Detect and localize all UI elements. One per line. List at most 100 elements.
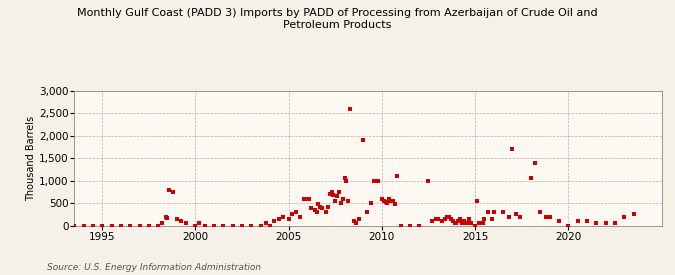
Point: [386, 199, 397, 203]
Point: [458, 219, 469, 223]
Point: [477, 221, 488, 226]
Point: [610, 221, 620, 226]
Point: [389, 202, 400, 206]
Point: [414, 223, 425, 228]
Point: [153, 223, 163, 228]
Point: [302, 197, 313, 202]
Point: [246, 223, 256, 228]
Point: [88, 223, 99, 228]
Point: [218, 223, 229, 228]
Point: [274, 217, 285, 221]
Text: Source: U.S. Energy Information Administration: Source: U.S. Energy Information Administ…: [47, 263, 261, 272]
Point: [287, 212, 298, 216]
Point: [306, 205, 317, 210]
Point: [194, 221, 205, 226]
Point: [362, 210, 373, 214]
Point: [449, 221, 460, 226]
Point: [358, 138, 369, 142]
Point: [460, 221, 471, 226]
Point: [190, 223, 201, 228]
Point: [448, 219, 458, 223]
Point: [134, 223, 145, 228]
Point: [427, 219, 437, 223]
Point: [470, 223, 481, 228]
Point: [451, 221, 462, 226]
Point: [433, 217, 443, 221]
Text: Monthly Gulf Coast (PADD 3) Imports by PADD of Processing from Azerbaijan of Cru: Monthly Gulf Coast (PADD 3) Imports by P…: [77, 8, 598, 30]
Point: [69, 223, 80, 228]
Point: [181, 221, 192, 226]
Point: [209, 223, 219, 228]
Point: [514, 214, 525, 219]
Point: [365, 201, 376, 205]
Point: [343, 199, 354, 203]
Point: [529, 160, 540, 165]
Point: [78, 223, 89, 228]
Point: [380, 200, 391, 204]
Point: [313, 202, 324, 206]
Point: [504, 214, 514, 219]
Point: [455, 217, 466, 221]
Point: [526, 176, 537, 181]
Point: [541, 214, 551, 219]
Point: [335, 201, 346, 205]
Point: [199, 223, 210, 228]
Point: [544, 214, 555, 219]
Point: [354, 217, 365, 221]
Point: [143, 223, 154, 228]
Point: [436, 219, 447, 223]
Point: [384, 197, 395, 202]
Point: [326, 190, 337, 194]
Point: [369, 178, 380, 183]
Point: [507, 147, 518, 151]
Point: [628, 212, 639, 216]
Point: [304, 196, 315, 201]
Point: [311, 210, 322, 214]
Y-axis label: Thousand Barrels: Thousand Barrels: [26, 116, 36, 201]
Point: [237, 223, 248, 228]
Point: [563, 223, 574, 228]
Point: [488, 210, 499, 214]
Point: [298, 197, 309, 202]
Point: [160, 214, 171, 219]
Point: [464, 217, 475, 221]
Point: [309, 208, 320, 212]
Point: [317, 206, 327, 211]
Point: [338, 196, 348, 201]
Point: [423, 178, 434, 183]
Point: [97, 223, 107, 228]
Point: [162, 216, 173, 220]
Point: [600, 221, 611, 226]
Point: [404, 223, 415, 228]
Point: [339, 176, 350, 181]
Point: [440, 217, 451, 221]
Point: [328, 193, 339, 197]
Point: [341, 178, 352, 183]
Point: [453, 219, 464, 223]
Point: [330, 199, 341, 203]
Point: [315, 204, 326, 209]
Point: [164, 187, 175, 192]
Point: [572, 219, 583, 223]
Point: [321, 210, 331, 214]
Point: [333, 190, 344, 194]
Point: [431, 217, 441, 221]
Point: [483, 210, 493, 214]
Point: [227, 223, 238, 228]
Point: [392, 174, 402, 178]
Point: [106, 223, 117, 228]
Point: [377, 196, 387, 201]
Point: [284, 217, 294, 221]
Point: [345, 106, 356, 111]
Point: [382, 201, 393, 205]
Point: [277, 214, 288, 219]
Point: [291, 210, 302, 214]
Point: [497, 210, 508, 214]
Point: [462, 221, 473, 226]
Point: [511, 212, 522, 216]
Point: [348, 219, 359, 223]
Point: [265, 223, 275, 228]
Point: [395, 223, 406, 228]
Point: [479, 217, 490, 221]
Point: [473, 221, 484, 226]
